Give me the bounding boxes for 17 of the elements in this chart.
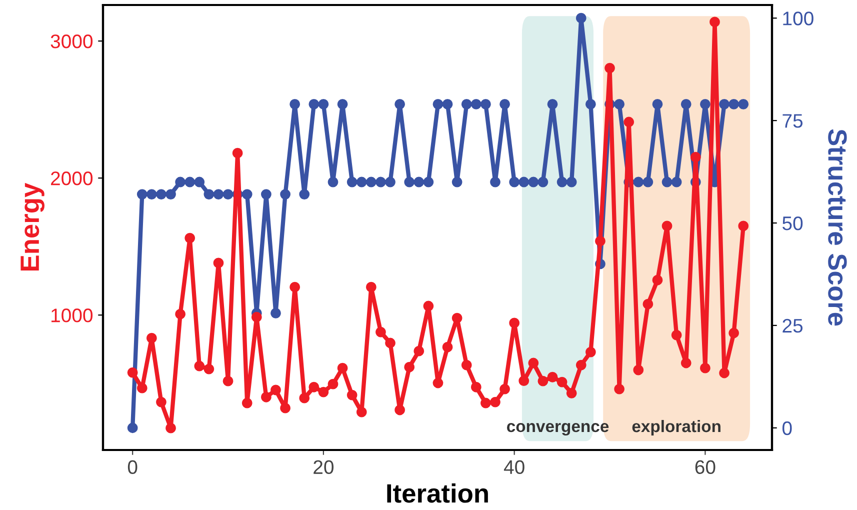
x-tick-label: 40 xyxy=(504,460,524,474)
y2-tick-label: 0 xyxy=(782,421,792,436)
band-label: exploration xyxy=(632,420,720,436)
x-axis-title: Iteration xyxy=(387,483,488,503)
y2-tick-label: 100 xyxy=(783,12,814,26)
x-tick-label: 20 xyxy=(314,460,334,474)
y-tick-label: 2000 xyxy=(51,172,93,186)
x-tick-label: 0 xyxy=(128,460,138,474)
y2-tick-label: 25 xyxy=(782,318,803,333)
y-axis-title: Energy xyxy=(20,182,44,270)
x-tick-label: 60 xyxy=(695,460,716,474)
y-tick-label: 1000 xyxy=(52,308,93,322)
y2-tick-label: 75 xyxy=(782,114,803,128)
y2-tick-label: 50 xyxy=(782,216,803,230)
y2-axis-title: Structure Score xyxy=(828,129,847,326)
y-tick-label: 3000 xyxy=(50,34,93,48)
band-label: convergence xyxy=(506,423,609,436)
